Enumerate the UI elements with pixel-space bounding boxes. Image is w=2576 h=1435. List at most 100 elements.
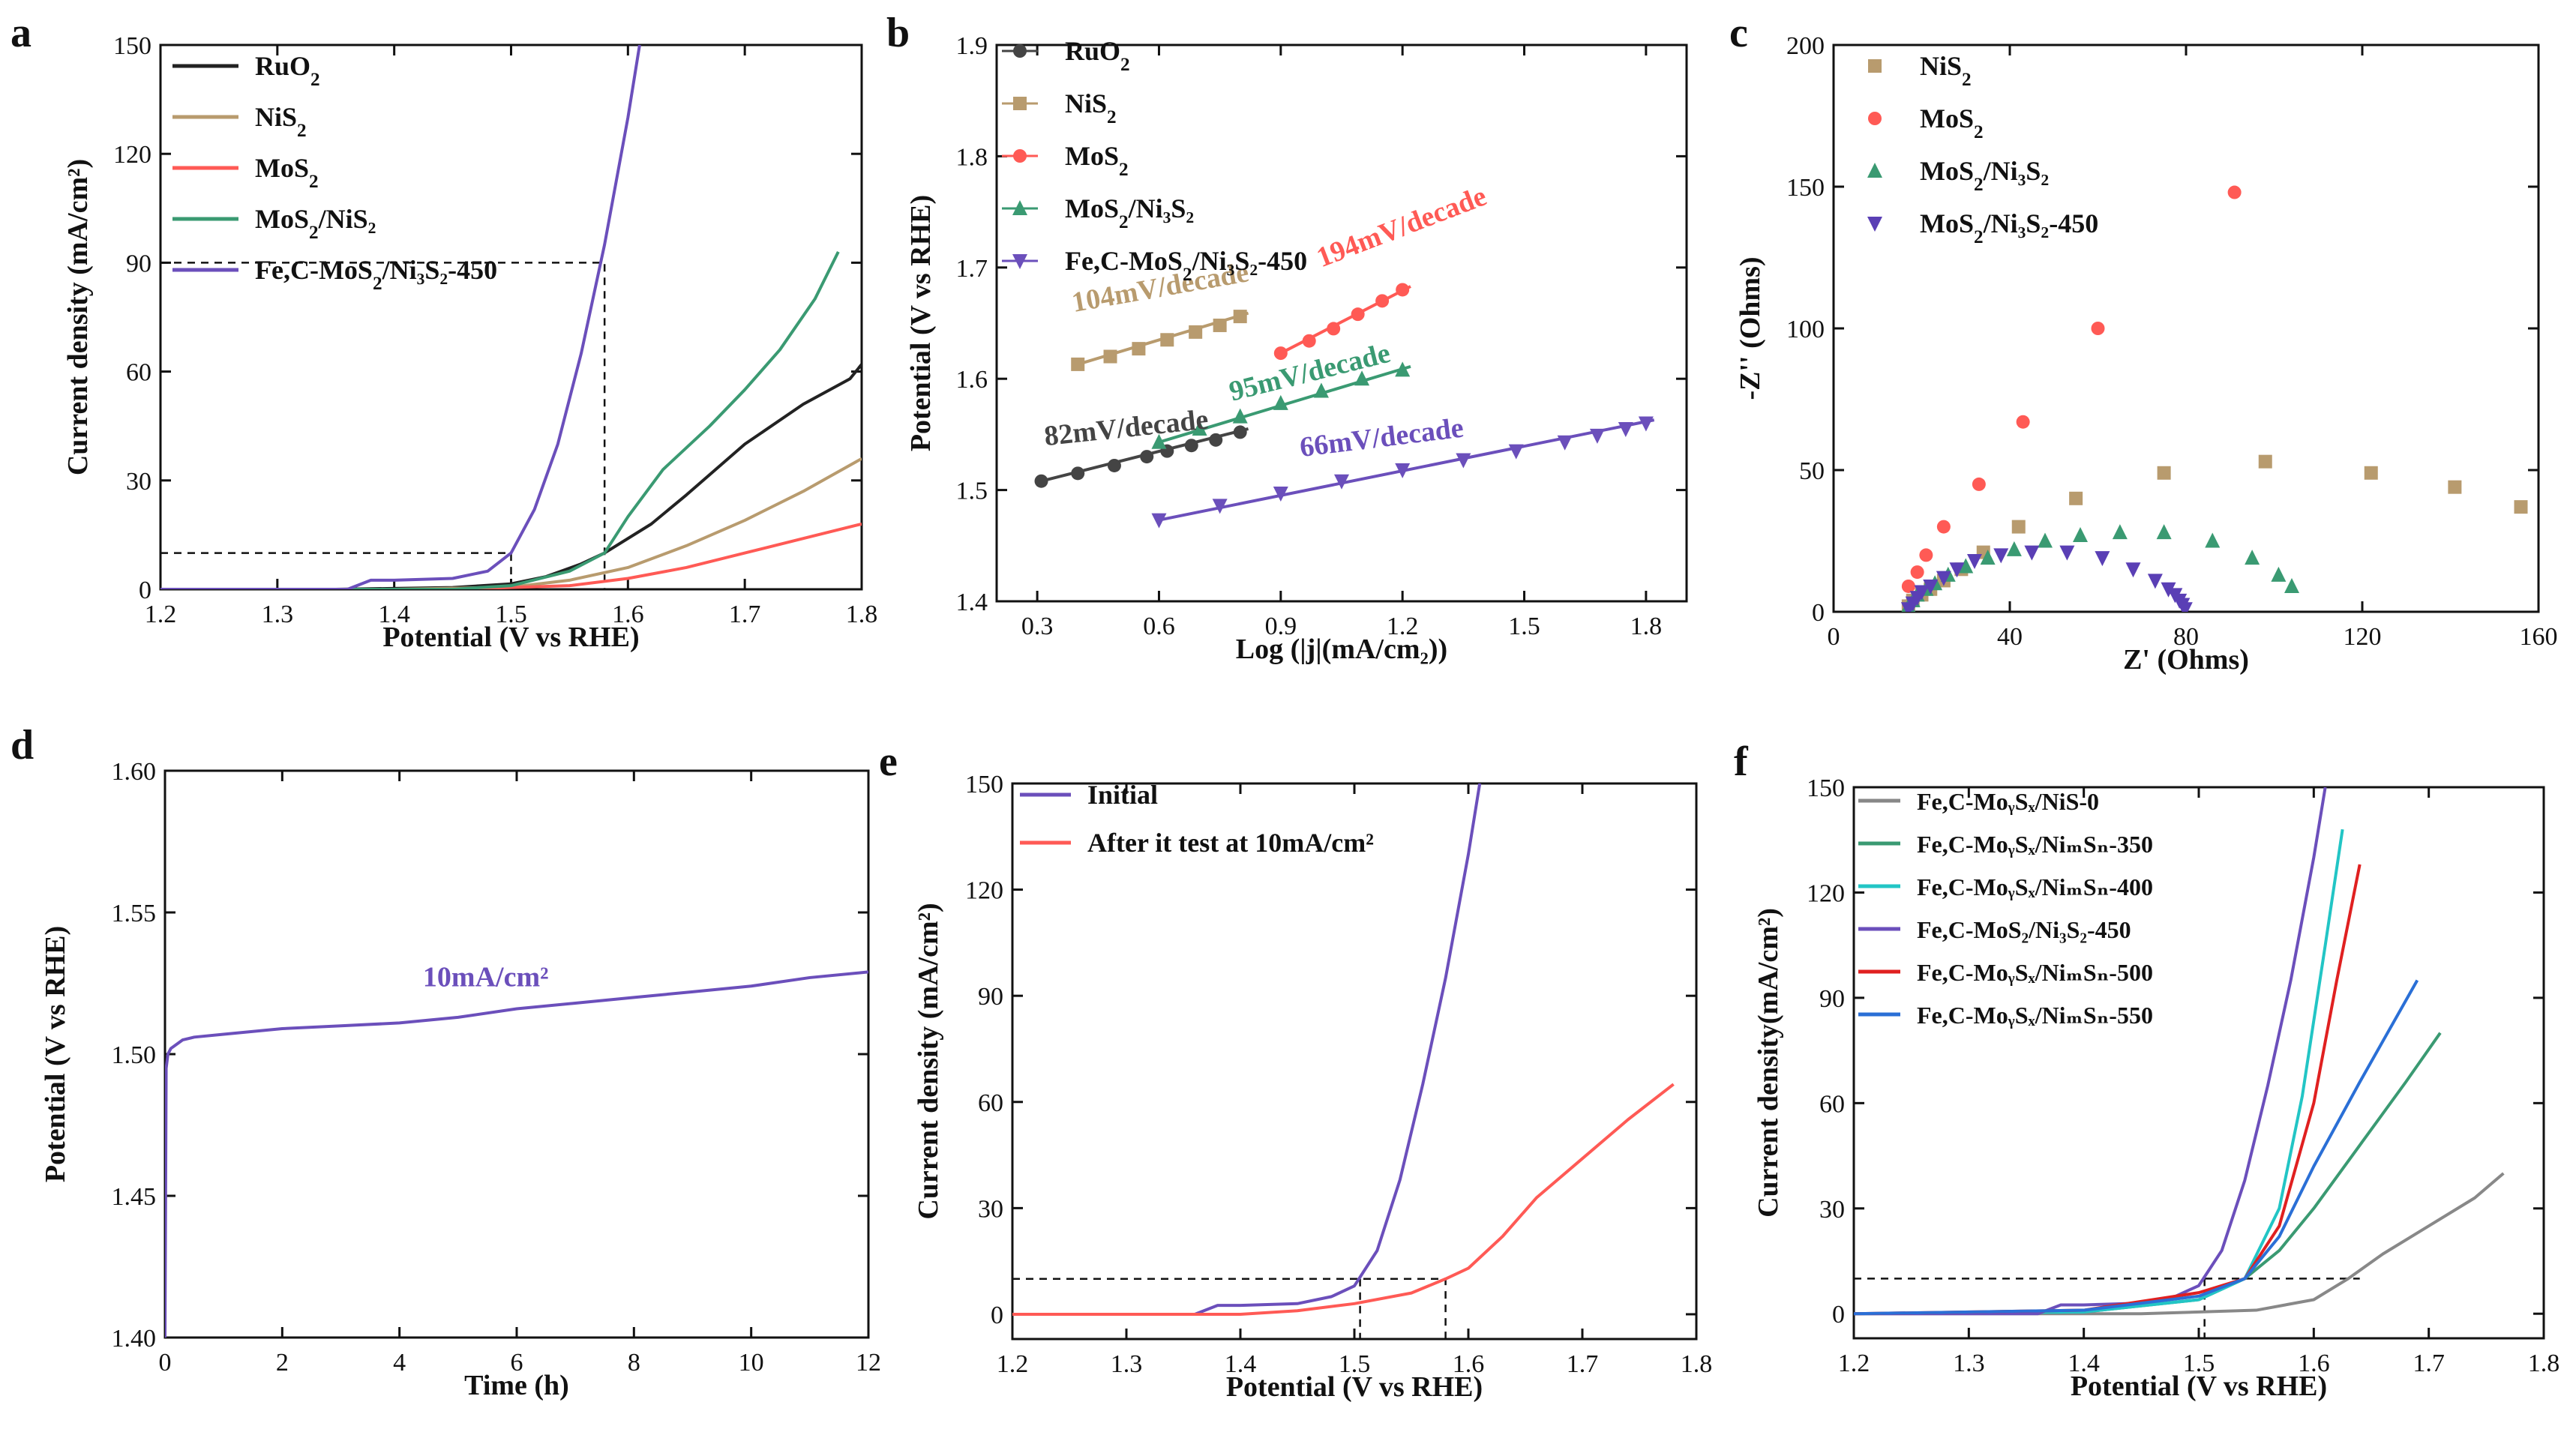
- data-point: [1354, 370, 1370, 386]
- x-tick-label: 1.8: [846, 601, 878, 628]
- y-axis-label: Current density (mA/cm²): [913, 903, 944, 1219]
- x-tick-label: 1.5: [1508, 613, 1540, 640]
- panel-label: e: [879, 738, 898, 785]
- data-point: [1233, 310, 1247, 324]
- x-tick-label: 1.6: [1453, 1350, 1485, 1378]
- legend-label: MoS2: [255, 153, 319, 192]
- legend-label-main: Fe,C-MoᵧSₓ/NiₘSₙ-350: [1917, 831, 2153, 858]
- legend-label-main: Fe,C-MoᵧSₓ/NiₘSₙ-500: [1917, 959, 2153, 986]
- x-tick-label: 1.3: [1953, 1350, 1985, 1377]
- legend-label: After it test at 10mA/cm²: [1087, 828, 1374, 858]
- y-tick-label: 1.6: [956, 366, 988, 394]
- x-tick-label: 1.8: [1681, 1350, 1713, 1378]
- data-point: [1034, 474, 1048, 488]
- data-point: [1013, 97, 1027, 110]
- legend-label: Fe,C-MoᵧSₓ/NiₘSₙ-550: [1917, 1002, 2153, 1029]
- data-point: [1589, 428, 1605, 444]
- data-point: [1901, 579, 1915, 593]
- data-point: [2125, 562, 2141, 578]
- legend-label-main: MoS: [1920, 103, 1974, 133]
- data-point: [1508, 444, 1524, 460]
- legend-label: MoS2: [1065, 141, 1129, 180]
- data-point: [1107, 458, 1121, 472]
- y-tick-label: 1.4: [956, 589, 988, 616]
- data-point: [1638, 416, 1654, 432]
- panel-label: b: [886, 10, 910, 56]
- plot-area: [160, 45, 862, 589]
- legend-label: MoS2/Ni₃S₂: [1920, 156, 2049, 195]
- series-c-0: [1901, 454, 2528, 612]
- data-point: [2073, 526, 2088, 542]
- x-axis-label: Z' (Ohms): [2123, 644, 2249, 676]
- x-tick-label: 40: [1997, 623, 2023, 651]
- plot-frame: [1852, 786, 2545, 1340]
- legend-label-main: MoS: [1920, 156, 1974, 186]
- y-tick-label: 30: [978, 1195, 1003, 1223]
- y-tick-label: 120: [965, 877, 1003, 905]
- series-c-3: [1900, 545, 2193, 612]
- x-tick-label: 1.2: [997, 1350, 1029, 1378]
- legend-label-sub: 2: [1974, 227, 1984, 247]
- plot-area: [1012, 783, 1675, 1339]
- legend-label-main: MoS: [1065, 193, 1119, 223]
- y-tick-label: 0: [139, 577, 151, 604]
- series-b-2: [1273, 283, 1411, 361]
- data-point: [1213, 318, 1227, 332]
- data-point: [1967, 553, 1982, 569]
- data-point: [1313, 382, 1329, 398]
- y-axis-label: Current density (mA/cm²): [62, 159, 94, 475]
- panel-label: a: [10, 10, 31, 56]
- x-tick-label: 1.7: [2413, 1350, 2445, 1377]
- series-f-3: [1854, 787, 2327, 1316]
- data-point: [1184, 439, 1198, 453]
- legend-label-sub: 2: [1974, 122, 1984, 142]
- data-point: [1936, 571, 1951, 586]
- x-axis-label: Potential (V vs RHE): [382, 622, 639, 653]
- data-point: [1012, 200, 1027, 215]
- series-line: [160, 250, 840, 589]
- series-line: [1854, 1172, 2505, 1316]
- x-tick-label: 1.4: [378, 601, 410, 628]
- data-point: [2245, 550, 2260, 565]
- y-tick-label: 30: [126, 468, 151, 496]
- dashed-guide: [160, 262, 606, 589]
- data-point: [1867, 217, 1882, 232]
- data-point: [1396, 283, 1410, 297]
- x-tick-label: 1.3: [262, 601, 294, 628]
- legend: Fe,C-MoᵧSₓ/NiS-0 Fe,C-MoᵧSₓ/NiₘSₙ-350 Fe,C…: [1858, 788, 2153, 1029]
- legend-label-main: Fe,C-MoᵧSₓ/NiS-0: [1917, 788, 2099, 815]
- legend: Initial After it test at 10mA/cm²: [1020, 780, 1374, 858]
- panel-f: f 1.2 1.3 1.4 1.5 1.6 1.7 1.8 0 30 60 90 120 150 Poten…: [1734, 738, 2560, 1402]
- data-point: [1919, 548, 1933, 562]
- data-point: [1958, 558, 1974, 574]
- x-tick-label: 1.6: [2298, 1350, 2330, 1377]
- legend-label-sub: 2: [1974, 175, 1984, 195]
- y-tick-label: 60: [978, 1089, 1003, 1117]
- legend-label-tail: /Ni₃S₂-450: [382, 255, 498, 285]
- data-point: [2514, 500, 2528, 514]
- data-point: [1209, 433, 1223, 447]
- data-point: [2227, 185, 2242, 199]
- y-tick-label: 150: [965, 771, 1003, 798]
- y-tick-label: 50: [1799, 457, 1825, 485]
- legend-label: RuO2: [1065, 36, 1130, 75]
- series-b-1: [1071, 310, 1249, 371]
- data-point: [1868, 59, 1882, 73]
- legend-label-tail: /Ni₃S₂: [1128, 193, 1195, 223]
- series-line: [1854, 1032, 2442, 1316]
- legend-label-tail: /Ni₃S₂: [1983, 156, 2050, 186]
- legend-label-main: Initial: [1087, 780, 1158, 810]
- x-axis-label: Time (h): [464, 1370, 569, 1401]
- data-point: [1013, 44, 1027, 58]
- plot-area: [165, 970, 868, 1338]
- series-f-5: [1854, 979, 2419, 1316]
- data-point: [1151, 433, 1167, 449]
- legend-label: NiS2: [1920, 51, 1972, 90]
- series-c-1: [1901, 185, 2242, 593]
- data-point: [1914, 585, 1930, 601]
- x-tick-label: 1.4: [1225, 1350, 1257, 1378]
- x-tick-label: 1.7: [729, 601, 761, 628]
- legend-label: Fe,C-MoᵧSₓ/NiₘSₙ-400: [1917, 873, 2153, 900]
- data-point: [1395, 463, 1411, 478]
